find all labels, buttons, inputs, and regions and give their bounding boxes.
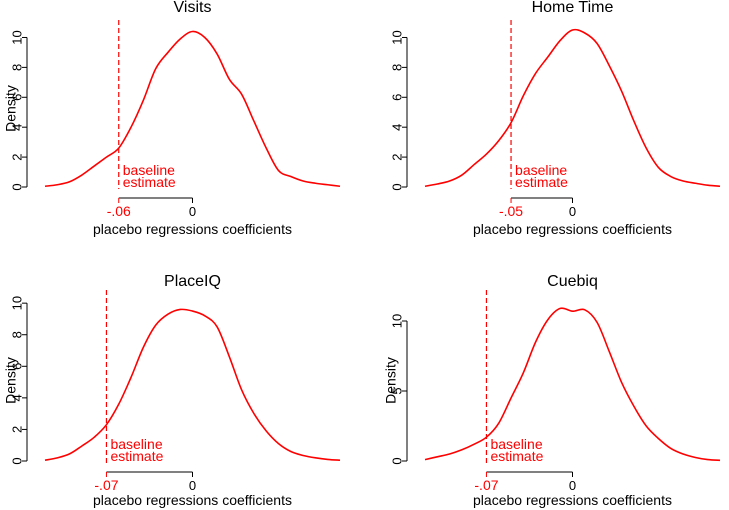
x-axis-label: placebo regressions coefficients xyxy=(93,221,292,237)
x-tick-label: 0 xyxy=(569,478,576,493)
y-tick-label: 5 xyxy=(389,387,404,394)
baseline-annotation-estimate: estimate xyxy=(110,448,163,464)
x-tick-label: 0 xyxy=(569,204,576,219)
y-tick-label: 6 xyxy=(9,94,24,101)
y-tick-label: 2 xyxy=(389,153,404,160)
baseline-annotation-baseline: baseline xyxy=(123,162,175,178)
y-tick-label: 2 xyxy=(9,153,24,160)
chart-title: Visits xyxy=(174,0,212,16)
y-tick-label: 4 xyxy=(9,124,24,131)
x-axis-label: placebo regressions coefficients xyxy=(93,492,292,508)
chart-title: Home Time xyxy=(532,0,614,16)
y-axis-label: Density xyxy=(3,85,19,132)
x-tick-label: 0 xyxy=(189,204,196,219)
y-tick-label: 6 xyxy=(389,94,404,101)
y-tick-label: 10 xyxy=(9,296,24,310)
baseline-annotation-estimate: estimate xyxy=(123,174,176,190)
y-tick-label: 0 xyxy=(389,457,404,464)
baseline-annotation-estimate: estimate xyxy=(490,448,543,464)
y-tick-label: 8 xyxy=(389,64,404,71)
baseline-tick-label: -.05 xyxy=(499,203,523,219)
x-axis-label: placebo regressions coefficients xyxy=(473,492,672,508)
y-tick-label: 10 xyxy=(389,30,404,44)
density-curve xyxy=(424,28,721,188)
x-tick-label: 0 xyxy=(189,478,196,493)
chart-title: Cuebiq xyxy=(547,273,598,290)
y-axis-label: Density xyxy=(3,357,19,404)
y-tick-label: 2 xyxy=(9,426,24,433)
y-tick-label: 4 xyxy=(389,124,404,131)
baseline-annotation-baseline: baseline xyxy=(110,436,162,452)
density-curve xyxy=(424,307,721,462)
y-tick-label: 10 xyxy=(9,30,24,44)
y-tick-label: 8 xyxy=(9,64,24,71)
baseline-annotation-estimate: estimate xyxy=(515,174,568,190)
y-tick-label: 0 xyxy=(9,183,24,190)
baseline-annotation-baseline: baseline xyxy=(515,162,567,178)
y-tick-label: 4 xyxy=(9,394,24,401)
y-tick-label: 8 xyxy=(9,331,24,338)
y-tick-label: 10 xyxy=(389,314,404,328)
density-curve xyxy=(44,308,341,462)
baseline-tick-label: -.06 xyxy=(107,203,131,219)
x-axis-label: placebo regressions coefficients xyxy=(473,221,672,237)
density-curve xyxy=(44,30,341,188)
baseline-annotation-baseline: baseline xyxy=(490,436,542,452)
y-tick-label: 6 xyxy=(9,363,24,370)
baseline-tick-label: -.07 xyxy=(94,477,118,493)
y-axis-label: Density xyxy=(383,357,399,404)
y-tick-label: 0 xyxy=(9,457,24,464)
baseline-tick-label: -.07 xyxy=(474,477,498,493)
y-tick-label: 0 xyxy=(389,183,404,190)
chart-title: PlaceIQ xyxy=(164,273,221,290)
